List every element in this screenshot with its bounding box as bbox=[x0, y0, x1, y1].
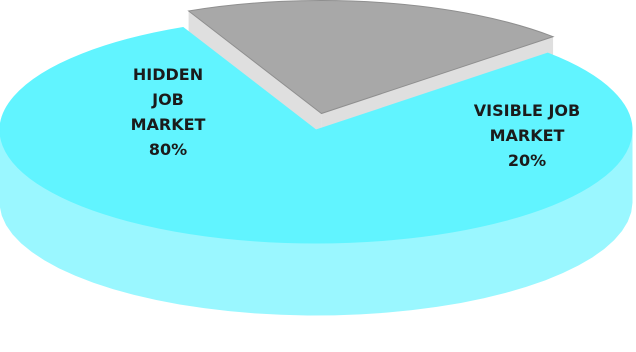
pie-slice-label-line: JOB bbox=[151, 90, 184, 109]
pie-slice-hidden-job-market bbox=[0, 26, 633, 244]
pie-slice-label-line: 80% bbox=[149, 140, 187, 159]
pie-slice-label-line: VISIBLE JOB bbox=[474, 101, 580, 120]
pie-slice-label-visible-job-market: VISIBLE JOB MARKET 20% bbox=[474, 101, 580, 170]
pie-slice-visible-job-market bbox=[187, 0, 555, 115]
pie-slice-label-hidden-job-market: HIDDEN JOB MARKET 80% bbox=[131, 65, 206, 159]
pie-slice-label-line: HIDDEN bbox=[133, 65, 203, 84]
pie-slice-label-line: MARKET bbox=[490, 126, 565, 145]
pie-slice-label-line: MARKET bbox=[131, 115, 206, 134]
pie-slice-label-line: 20% bbox=[508, 151, 546, 170]
